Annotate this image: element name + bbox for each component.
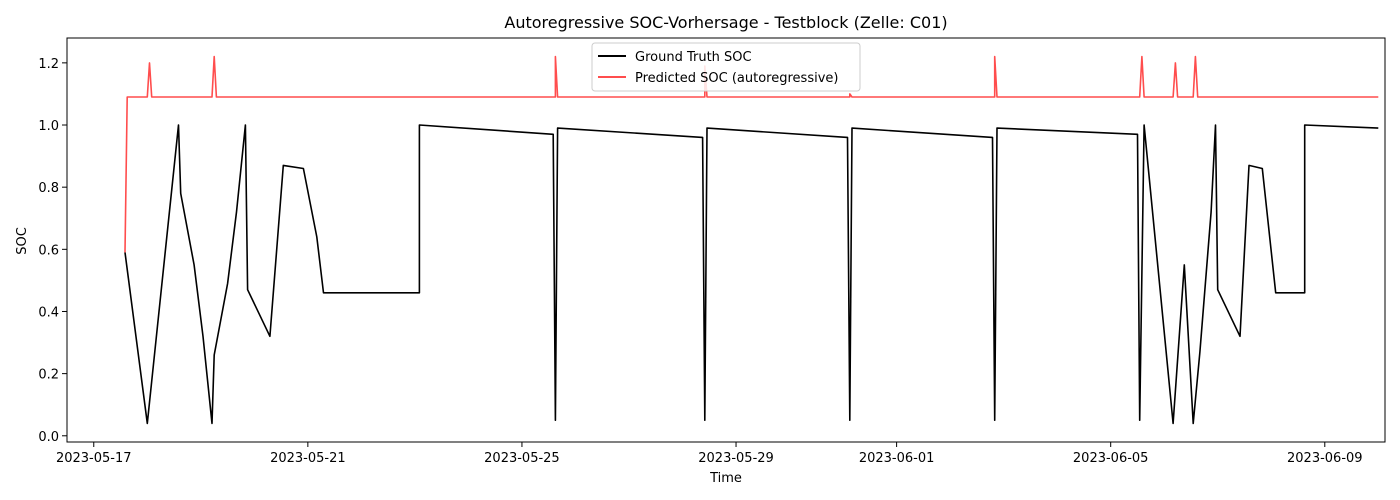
y-tick-label: 1.0: [38, 119, 59, 134]
y-tick-label: 0.2: [38, 368, 59, 383]
x-tick-label: 2023-05-25: [484, 451, 560, 466]
y-tick-label: 0.4: [38, 305, 59, 320]
y-tick-label: 0.0: [38, 430, 59, 445]
legend-label: Predicted SOC (autoregressive): [635, 71, 838, 86]
predicted-soc-line: [124, 55, 1379, 253]
y-tick-label: 0.8: [38, 181, 59, 196]
x-axis: 2023-05-17 2023-05-21 2023-05-25 2023-05-29…: [56, 442, 1363, 466]
y-tick-label: 0.6: [38, 243, 59, 258]
y-axis: 0.0 0.2 0.4 0.6 0.8 1.0 1.2: [38, 57, 67, 445]
y-tick-label: 1.2: [38, 57, 59, 72]
series-layer: [124, 55, 1379, 425]
x-tick-label: 2023-05-17: [56, 451, 132, 466]
legend: Ground Truth SOC Predicted SOC (autoregre…: [591, 42, 861, 92]
legend-label: Ground Truth SOC: [635, 50, 752, 65]
chart-title: Autoregressive SOC-Vorhersage - Testbloc…: [504, 13, 947, 32]
plot-area-frame: [66, 37, 1386, 443]
y-axis-title: SOC: [15, 227, 30, 255]
x-tick-label: 2023-05-21: [270, 451, 346, 466]
x-tick-label: 2023-06-09: [1287, 451, 1363, 466]
x-tick-label: 2023-05-29: [698, 451, 774, 466]
ground-truth-soc-line: [124, 124, 1379, 425]
x-tick-label: 2023-06-01: [859, 451, 935, 466]
x-axis-title: Time: [709, 471, 742, 486]
legend-box: [591, 42, 861, 92]
x-tick-label: 2023-06-05: [1073, 451, 1149, 466]
